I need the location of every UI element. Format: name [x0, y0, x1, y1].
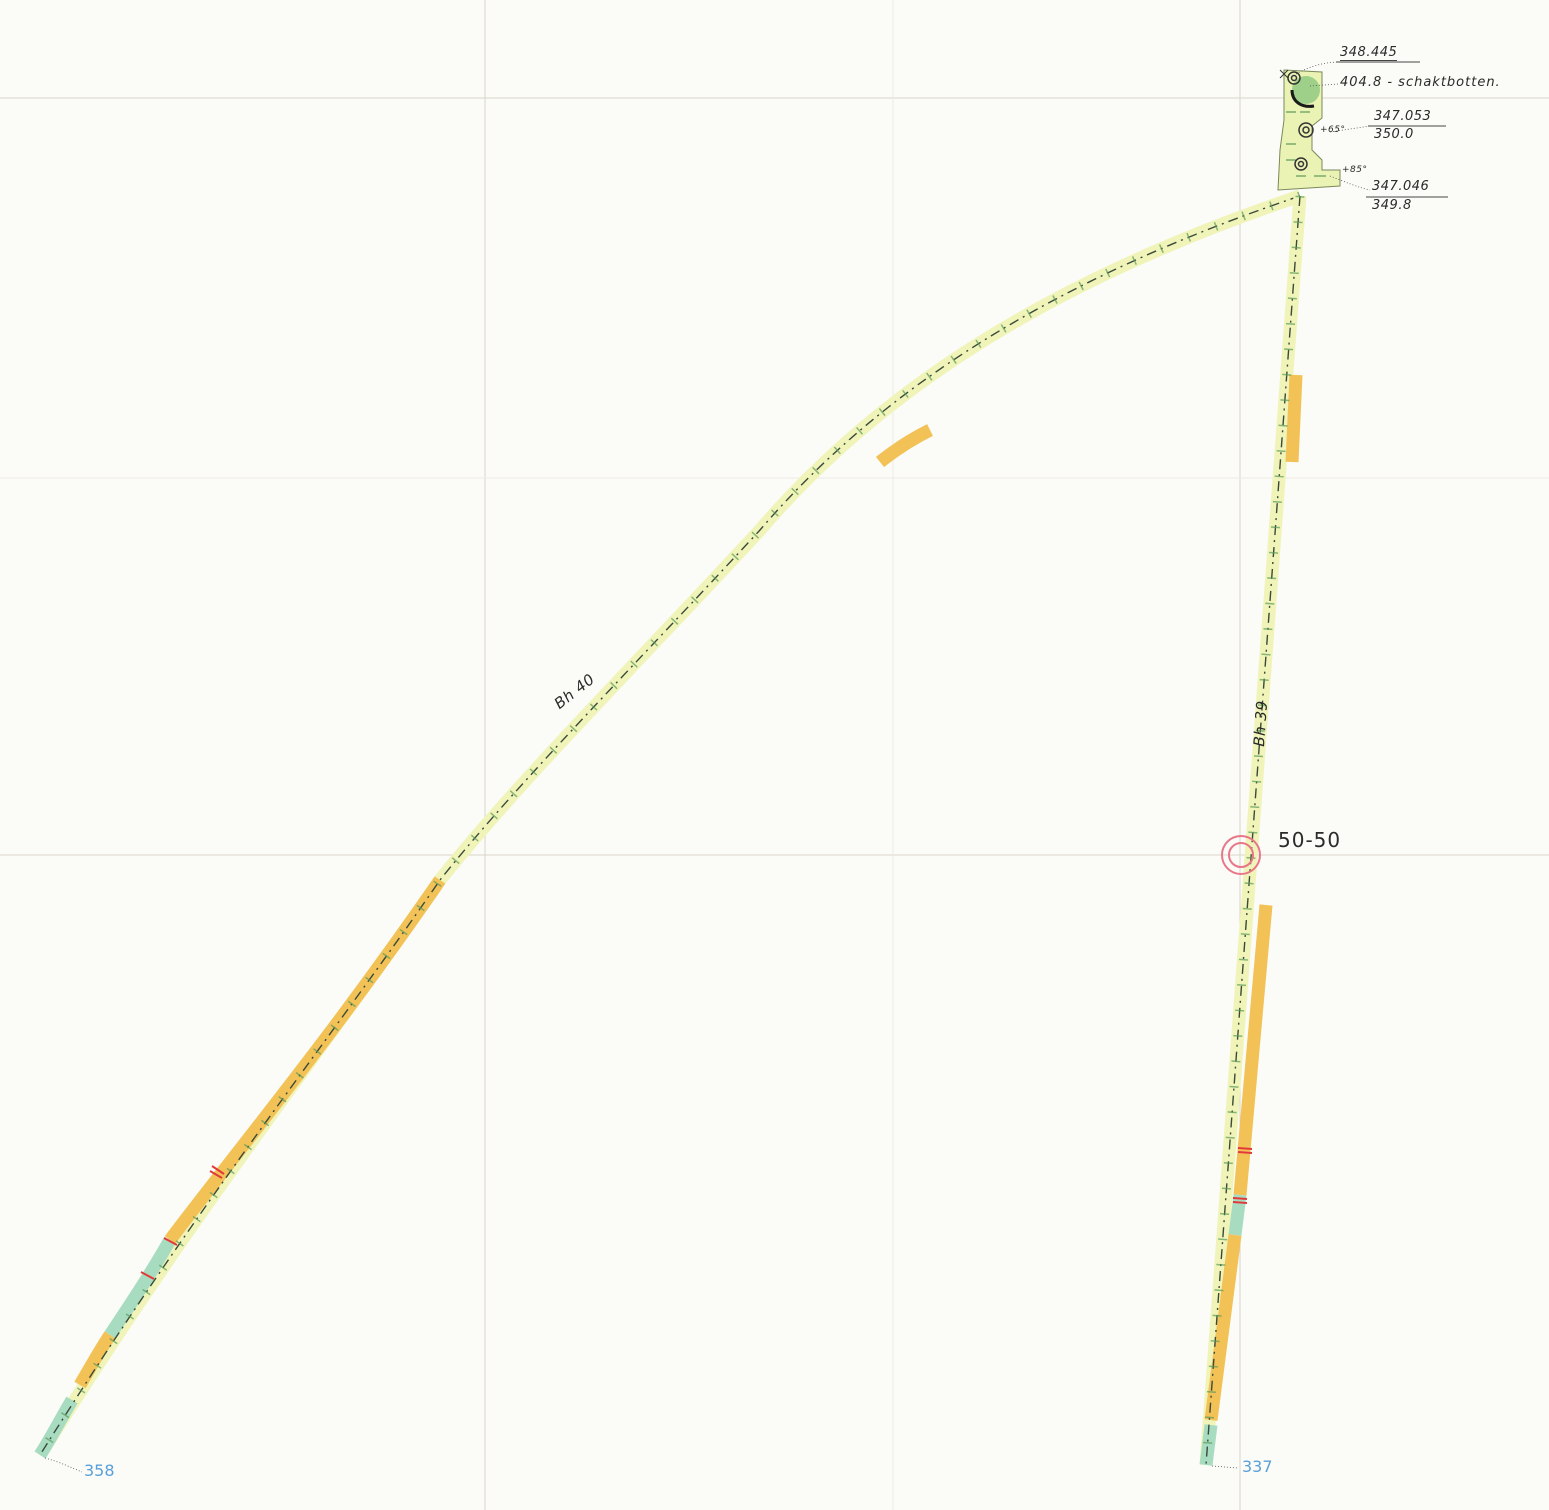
grid-point-inner — [1228, 842, 1254, 868]
bh40-red-mark-group — [140, 1165, 225, 1280]
value-underlines — [1336, 61, 1448, 198]
bh39-red-mark-group — [1232, 1147, 1253, 1204]
leader-line — [1329, 125, 1371, 133]
hole2-angle: +85° — [1342, 165, 1368, 175]
x-mark — [1279, 69, 1289, 79]
hole-marker — [1302, 126, 1310, 134]
bh40-light-zone — [34, 189, 1303, 1459]
hole-marker — [1297, 160, 1305, 168]
hole1-lower-value: 350.0 — [1374, 127, 1414, 142]
borehole-bh39-label: Bh 39 — [1250, 699, 1272, 748]
hole1-angle: +65° — [1320, 125, 1346, 135]
shaft-top-note: 404.8 - schaktbotten. — [1340, 75, 1501, 90]
bh39-orange-zone-a — [1285, 374, 1303, 463]
shaft-hatch — [1286, 111, 1326, 177]
leader-line — [44, 1457, 83, 1473]
red-mark — [163, 1237, 178, 1246]
red-mark — [1232, 1201, 1248, 1204]
hole2-lower-value: 349.8 — [1372, 198, 1412, 213]
hole2-upper-value: 347.046 — [1372, 179, 1430, 194]
bh40-end-label: 358 — [84, 1461, 115, 1480]
shaft-green-fill — [1292, 76, 1320, 104]
bh40-orange-zone-c — [74, 1331, 116, 1389]
grid-coordinate-label: 50-50 — [1278, 828, 1342, 852]
shaft-top-value: 348.445 — [1340, 45, 1398, 61]
bh39-centerline — [1205, 195, 1301, 1466]
hole-marker — [1294, 157, 1308, 171]
leader-lines — [44, 61, 1371, 1473]
bh40-green-zone-a — [104, 1236, 176, 1339]
grid-point-outer — [1221, 835, 1261, 875]
red-mark — [209, 1170, 223, 1179]
borehole-bh40 — [34, 189, 1303, 1459]
borehole-bh39 — [1199, 195, 1307, 1466]
red-mark — [211, 1165, 225, 1175]
bh39-orange-zone-c — [1204, 1234, 1242, 1421]
bh39-green-zone-a — [1228, 1194, 1247, 1236]
red-mark — [1232, 1197, 1248, 1200]
shaft-block — [44, 61, 1448, 1473]
hole1-upper-value: 347.053 — [1374, 109, 1432, 124]
red-mark — [1237, 1147, 1253, 1150]
leader-line — [1329, 175, 1371, 191]
bh39-orange-zone-b — [1233, 904, 1273, 1196]
leader-line — [1211, 1465, 1239, 1469]
bh40-ticks — [36, 191, 1302, 1458]
bh39-end-label: 337 — [1242, 1457, 1273, 1476]
shaft-holes — [1287, 71, 1314, 171]
bh40-centerline — [39, 195, 1301, 1456]
grid-point-marker — [1221, 835, 1261, 875]
hole-marker — [1298, 122, 1314, 138]
bh39-green-zone-b — [1199, 1424, 1218, 1466]
red-mark — [1237, 1151, 1253, 1154]
bh40-orange-zone-a — [875, 424, 933, 468]
red-mark — [140, 1271, 155, 1280]
shaft-arc — [1290, 89, 1315, 108]
hole-marker — [1290, 74, 1298, 82]
